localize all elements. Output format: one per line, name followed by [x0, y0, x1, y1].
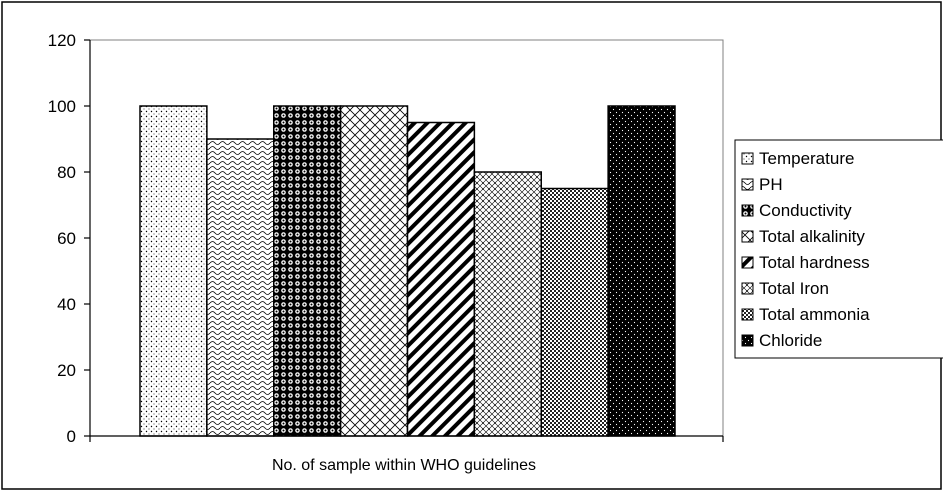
legend-label: Conductivity — [759, 201, 852, 220]
legend-swatch — [741, 334, 754, 347]
legend-label: Total alkalinity — [759, 227, 865, 246]
legend-swatch — [741, 204, 754, 217]
y-tick-label: 120 — [48, 31, 76, 50]
legend-label: Total ammonia — [759, 305, 870, 324]
bar-series-5 — [473, 171, 542, 437]
y-tick-label: 40 — [57, 295, 76, 314]
bar-series-6 — [540, 187, 609, 437]
legend-label: Total hardness — [759, 253, 870, 272]
legend-label: PH — [759, 175, 783, 194]
legend-swatch — [741, 152, 754, 165]
y-tick-label: 20 — [57, 361, 76, 380]
legend: Temperature PH Conductivity Total alkalinit… — [741, 149, 870, 350]
x-axis-label: No. of sample within WHO guidelines — [272, 457, 536, 474]
bar-series-7 — [607, 105, 676, 437]
legend-swatch — [741, 230, 754, 243]
legend-swatch — [741, 256, 754, 269]
y-tick-label: 0 — [67, 427, 76, 446]
legend-swatch — [741, 178, 754, 191]
y-tick-label: 80 — [57, 163, 76, 182]
legend-label: Temperature — [759, 149, 854, 168]
y-tick-label: 100 — [48, 97, 76, 116]
legend-swatch — [741, 282, 754, 295]
bar-series-4 — [406, 121, 476, 437]
y-tick-label: 60 — [57, 229, 76, 248]
bar-series-0 — [139, 105, 208, 437]
legend-label: Chloride — [759, 331, 822, 350]
legend-label: Total Iron — [759, 279, 829, 298]
legend-box — [734, 139, 943, 359]
axes-group: 0 20 40 60 80 100 120 — [48, 31, 724, 446]
legend-swatch — [741, 308, 754, 321]
bar-series-3 — [339, 105, 409, 437]
bar-series-2 — [273, 105, 342, 437]
bar-series-1 — [206, 138, 275, 437]
